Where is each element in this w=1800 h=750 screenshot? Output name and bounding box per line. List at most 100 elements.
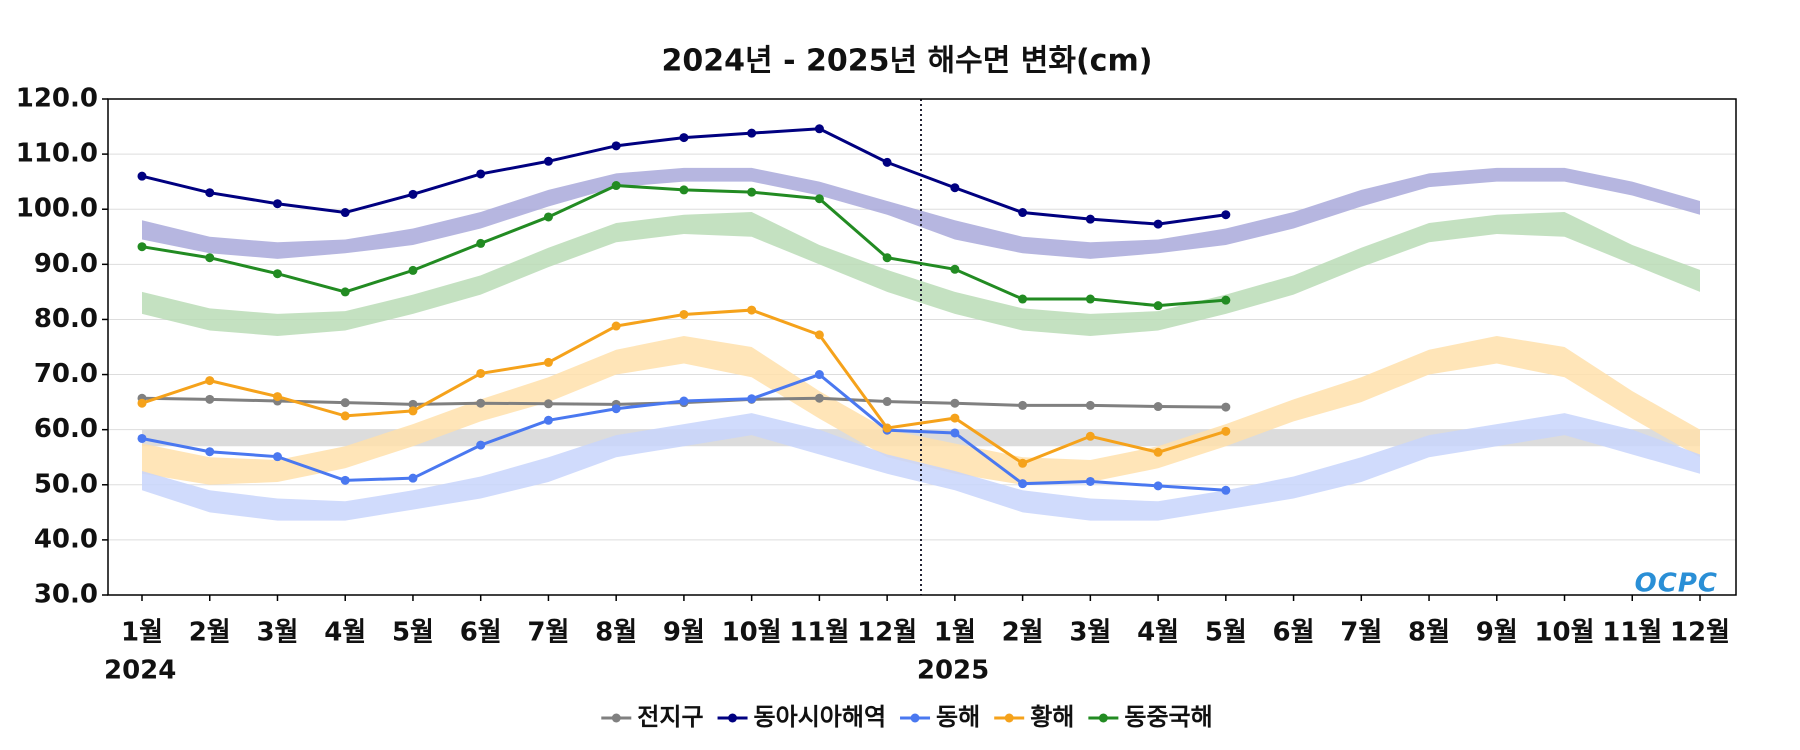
data-point — [679, 185, 689, 195]
legend-label: 황해 — [1030, 703, 1074, 731]
data-point — [611, 404, 621, 414]
data-point — [747, 305, 757, 315]
data-point — [205, 376, 215, 386]
x-tick-label: 1월 — [121, 618, 163, 648]
x-tick-label: 4월 — [324, 618, 366, 648]
data-point — [950, 398, 960, 408]
legend-label: 동해 — [936, 703, 980, 731]
data-point — [137, 171, 147, 181]
data-point — [205, 188, 215, 198]
data-point — [950, 428, 960, 438]
y-tick-label: 110.0 — [16, 139, 98, 169]
legend-dot — [1098, 713, 1108, 723]
data-point — [1018, 400, 1028, 410]
data-point — [340, 411, 350, 421]
data-point — [408, 399, 418, 409]
data-point — [1153, 219, 1163, 229]
y-tick-label: 30.0 — [34, 580, 98, 610]
data-point — [476, 398, 486, 408]
data-point — [814, 124, 824, 134]
data-point — [747, 394, 757, 404]
data-point — [476, 440, 486, 450]
data-point — [950, 264, 960, 274]
data-point — [1221, 426, 1231, 436]
x-tick-label: 11월 — [1602, 618, 1662, 648]
data-point — [543, 399, 553, 409]
data-point — [543, 357, 553, 367]
y-tick-label: 90.0 — [34, 249, 98, 279]
x-tick-label: 8월 — [1408, 618, 1450, 648]
data-point — [950, 413, 960, 423]
data-point — [137, 433, 147, 443]
x-tick-label: 4월 — [1137, 618, 1179, 648]
data-point — [1085, 476, 1095, 486]
x-tick-label: 7월 — [527, 618, 569, 648]
data-point — [1153, 402, 1163, 412]
data-point — [1085, 431, 1095, 441]
data-point — [1018, 479, 1028, 489]
x-tick-label: 10월 — [1534, 618, 1594, 648]
data-point — [340, 475, 350, 485]
x-tick-label: 3월 — [256, 618, 298, 648]
y-tick-label: 40.0 — [34, 524, 98, 554]
year-label: 2025 — [917, 656, 989, 686]
data-point — [1153, 447, 1163, 457]
y-tick-label: 80.0 — [34, 304, 98, 334]
data-point — [814, 370, 824, 380]
x-tick-label: 9월 — [1476, 618, 1518, 648]
x-tick-label: 6월 — [460, 618, 502, 648]
legend-dot — [728, 713, 738, 723]
x-tick-label: 12월 — [1670, 618, 1730, 648]
data-point — [950, 183, 960, 193]
chart-title: 2024년 - 2025년 해수면 변화(cm) — [662, 44, 1153, 79]
x-tick-label: 9월 — [663, 618, 705, 648]
data-point — [408, 189, 418, 199]
data-point — [1018, 208, 1028, 218]
data-point — [814, 330, 824, 340]
data-point — [1085, 294, 1095, 304]
data-point — [747, 128, 757, 138]
x-tick-label: 3월 — [1069, 618, 1111, 648]
data-point — [408, 406, 418, 416]
data-point — [476, 368, 486, 378]
climatology-band — [142, 413, 1700, 521]
data-point — [272, 392, 282, 402]
legend-label: 동중국해 — [1124, 703, 1212, 731]
data-point — [611, 181, 621, 191]
x-tick-label: 11월 — [789, 618, 849, 648]
data-point — [476, 169, 486, 179]
data-point — [611, 141, 621, 151]
data-point — [747, 187, 757, 197]
data-point — [679, 396, 689, 406]
legend-dot — [1004, 713, 1014, 723]
data-point — [543, 156, 553, 166]
climatology-band — [142, 211, 1700, 336]
logo: OCPC — [1635, 569, 1718, 599]
data-point — [679, 133, 689, 143]
data-point — [476, 238, 486, 248]
x-tick-label: 2월 — [1002, 618, 1044, 648]
data-point — [611, 321, 621, 331]
year-label: 2024 — [104, 656, 176, 686]
data-point — [814, 194, 824, 204]
x-tick-label: 10월 — [722, 618, 782, 648]
data-point — [882, 253, 892, 263]
data-point — [205, 253, 215, 263]
data-point — [340, 287, 350, 297]
data-point — [272, 269, 282, 279]
x-tick-label: 12월 — [857, 618, 917, 648]
data-point — [408, 473, 418, 483]
x-tick-label: 5월 — [392, 618, 434, 648]
data-point — [1221, 210, 1231, 220]
data-point — [1085, 400, 1095, 410]
data-point — [882, 157, 892, 167]
data-point — [205, 394, 215, 404]
data-point — [1153, 301, 1163, 311]
x-tick-label: 2월 — [189, 618, 231, 648]
plot-frame — [107, 98, 1737, 596]
climatology-band — [142, 167, 1700, 259]
legend: 전지구 동아시아해역 동해 황해 동중국해 — [601, 703, 1213, 731]
data-point — [882, 397, 892, 407]
legend-dot — [910, 713, 920, 723]
